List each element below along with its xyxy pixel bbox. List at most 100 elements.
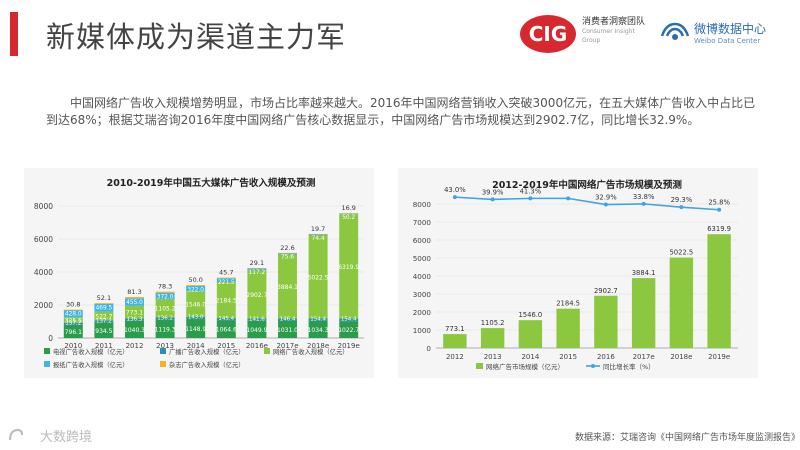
chart1-data-label: 22.6 xyxy=(280,244,294,252)
chart2-bar xyxy=(707,234,731,348)
chart1-xtick-label: 2016e xyxy=(246,342,268,350)
chart1-data-label: 154.4 xyxy=(310,316,326,322)
title-accent-bar xyxy=(10,12,18,56)
weibo-en: Weibo Data Center xyxy=(694,37,761,45)
chart1-data-label: 81.3 xyxy=(127,288,141,296)
chart1-bar-1 xyxy=(247,318,267,321)
cig-logo: CIG xyxy=(520,15,576,53)
chart1-data-label: 2184.5 xyxy=(216,298,237,305)
chart2-value-label: 2902.7 xyxy=(594,287,618,295)
chart1-data-label: 145.4 xyxy=(218,316,234,322)
chart1-bar-2 xyxy=(339,214,359,319)
cig-en-1: Consumer Insight xyxy=(582,28,635,35)
chart2-legend-label: 网络广告市场规模（亿元） xyxy=(486,362,564,371)
chart1-data-label: 796.1 xyxy=(65,329,82,336)
chart1-legend-swatch xyxy=(44,361,50,367)
chart2-value-label: 2184.5 xyxy=(556,300,580,308)
chart1-data-label: 455.0 xyxy=(126,300,143,306)
chart1-xtick-label: 2018e xyxy=(307,342,329,350)
chart1-data-label: 3884.1 xyxy=(277,284,298,291)
chart2-bar xyxy=(480,328,505,348)
chart2-ytick-label: 8000 xyxy=(413,200,432,209)
chart1-xtick-label: 2012 xyxy=(126,342,144,350)
chart1-data-label: 1546.0 xyxy=(185,301,206,308)
chart2-growth-point xyxy=(566,196,571,201)
chart1-xtick-label: 2013 xyxy=(156,342,174,350)
chart1-xtick-label: 2015 xyxy=(217,342,235,350)
chart1-data-label: 30.8 xyxy=(66,301,80,309)
chart1-bar-2 xyxy=(186,291,206,317)
chart2-growth-label: 41.3% xyxy=(520,187,542,195)
chart2-xtick-label: 2014 xyxy=(521,353,539,361)
chart1-xtick-label: 2010 xyxy=(64,342,82,350)
watermark: 大数跨境 xyxy=(40,430,93,445)
chart2-legend-label: 同比增长率（%） xyxy=(603,362,655,371)
chart1-data-label: 117.2 xyxy=(249,270,266,276)
chart1-data-label: 52.1 xyxy=(97,294,111,302)
chart1-data-label: 137.2 xyxy=(96,318,112,324)
chart1-legend-swatch xyxy=(44,348,50,354)
chart1-data-label: 74.4 xyxy=(312,236,325,242)
chart2-ytick-label: 5000 xyxy=(413,254,432,263)
chart1-data-label: 372.0 xyxy=(157,294,174,300)
chart1-bar-4 xyxy=(339,213,359,214)
chart1-data-label: 773.1 xyxy=(126,310,143,317)
chart1-data-label: 136.2 xyxy=(157,315,173,321)
chart1-data-label: 2902.7 xyxy=(246,292,267,299)
chart1-title: 2010-2019年中国五大媒体广告收入规模及预测 xyxy=(107,177,316,189)
chart1-bar-2 xyxy=(278,254,297,319)
chart2-ytick-label: 6000 xyxy=(413,236,432,245)
page-title: 新媒体成为渠道主力军 xyxy=(46,20,347,54)
chart1-bar-1 xyxy=(186,316,206,320)
chart1-legend-label: 网络广告收入规模（亿元） xyxy=(273,347,349,356)
chart2-bar xyxy=(556,308,580,348)
chart1-bar-0 xyxy=(339,321,359,338)
chart1-legend-label: 报纸广告收入规模（亿元） xyxy=(53,360,129,369)
chart1-bar-4 xyxy=(94,303,114,304)
chart2-value-label: 1546.0 xyxy=(518,311,542,319)
chart1-bar-3 xyxy=(247,268,267,271)
chart1-bar-2 xyxy=(155,299,175,318)
chart1-ytick-label: 2000 xyxy=(34,301,53,310)
chart2-growth-label: 25.8% xyxy=(708,199,730,207)
chart1-ytick-label: 6000 xyxy=(34,235,53,244)
chart1-data-label: 428.0 xyxy=(65,312,82,318)
chart1-data-label: 141.6 xyxy=(249,316,265,322)
cig-caption: 消费者洞察团队 Consumer Insight Group xyxy=(582,18,652,45)
chart2-ytick-label: 7000 xyxy=(413,218,432,227)
chart1-legend-swatch xyxy=(160,348,166,354)
chart2-growth-label: 39.9% xyxy=(482,188,504,196)
chart2-bar xyxy=(669,257,694,348)
chart1-data-label: 143.0 xyxy=(188,315,204,321)
weibo-caption: 微博数据中心 Weibo Data Center xyxy=(694,20,766,45)
chart1-data-label: 29.1 xyxy=(250,259,264,267)
chart1-bar-4 xyxy=(308,233,328,235)
watermark-logo-icon xyxy=(9,428,23,441)
chart1-bar-1 xyxy=(125,318,144,321)
chart1-bar-4 xyxy=(125,296,144,299)
chart1-data-label: 137.2 xyxy=(65,321,81,327)
chart-panel-left: 2010-2019年中国五大媒体广告收入规模及预测 0 2000 4000 6000 80… xyxy=(24,168,374,378)
chart2-value-label: 5022.5 xyxy=(669,249,693,257)
chart1-bar-1 xyxy=(339,318,359,322)
chart2-xtick-label: 2018e xyxy=(670,353,692,361)
chart1-data-label: 522.7 xyxy=(95,314,112,321)
chart1-data-label: 1064.6 xyxy=(216,327,237,334)
chart1-data-label: 1040.3 xyxy=(124,327,145,334)
chart2-xtick-label: 2019e xyxy=(708,353,730,361)
chart1-ytick-label: 0 xyxy=(48,334,53,343)
chart1-bar-0 xyxy=(278,320,297,338)
chart1-data-label: 1105.2 xyxy=(155,306,176,313)
chart1-data-label: 154.4 xyxy=(341,317,357,323)
chart1-bar-0 xyxy=(308,320,328,338)
chart1-data-label: 1119.3 xyxy=(155,326,176,333)
chart1-data-label: 16.9 xyxy=(341,204,355,212)
chart1-bar-0 xyxy=(125,320,144,338)
chart2-growth-point xyxy=(528,196,533,201)
chart1-bar-3 xyxy=(186,285,206,292)
chart1-bar-4 xyxy=(186,285,206,286)
chart2-growth-label: 29.3% xyxy=(671,196,693,204)
chart1-legend-label: 广播广告收入规模（亿元） xyxy=(169,347,245,356)
data-source: 数据来源：艾瑞咨询《中国网络广告市场年度监测报告》 xyxy=(575,433,800,443)
chart2-ytick-label: 2000 xyxy=(413,308,432,317)
